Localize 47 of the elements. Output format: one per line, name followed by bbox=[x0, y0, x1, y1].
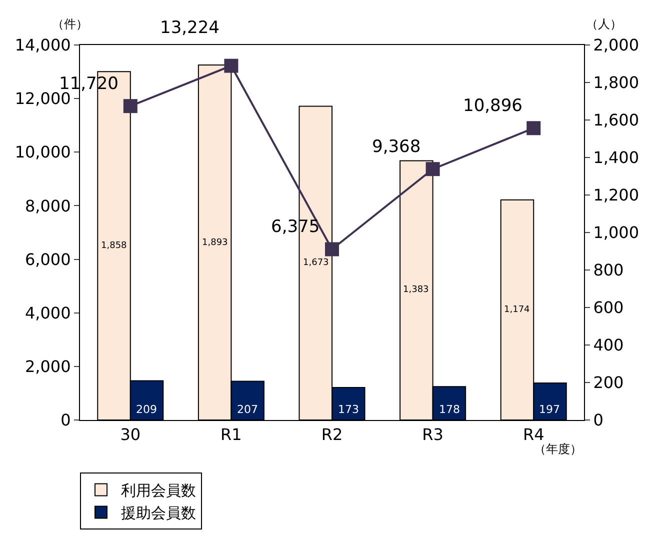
y2-tick-label: 1,800 bbox=[593, 73, 640, 92]
y2-tick-label: 1,400 bbox=[593, 148, 640, 168]
data-label: 9,368 bbox=[372, 137, 421, 157]
data-label: 13,224 bbox=[160, 18, 220, 38]
y-tick-label: 10,000 bbox=[14, 142, 71, 162]
data-label: 1,893 bbox=[202, 238, 228, 248]
y-tick-label: 6,000 bbox=[24, 250, 71, 269]
y-axis-title: （件） bbox=[52, 17, 88, 31]
y-tick-label: 0 bbox=[60, 410, 71, 430]
point bbox=[224, 58, 238, 73]
y2-tick-label: 0 bbox=[593, 410, 604, 430]
y-tick-label: 2,000 bbox=[24, 357, 71, 376]
point bbox=[325, 242, 339, 256]
y-tick-label: 14,000 bbox=[14, 36, 71, 55]
point bbox=[526, 121, 541, 136]
data-label: 173 bbox=[338, 403, 359, 416]
y-tick-label: 8,000 bbox=[24, 196, 71, 216]
y2-tick-label: 600 bbox=[593, 298, 624, 318]
data-label: 1,858 bbox=[101, 241, 128, 251]
y2-tick-label: 400 bbox=[593, 336, 624, 355]
data-label: 178 bbox=[439, 403, 460, 416]
point bbox=[426, 162, 440, 176]
data-label: 10,896 bbox=[463, 96, 522, 116]
data-label: 1,174 bbox=[504, 305, 530, 315]
y2-tick-label: 800 bbox=[593, 260, 624, 280]
y2-tick-label: 1,200 bbox=[593, 186, 640, 205]
data-label: 1,673 bbox=[303, 258, 329, 268]
y2-axis-title: （人） bbox=[586, 17, 622, 31]
data-label: 197 bbox=[539, 403, 560, 416]
legend-label: 利用会員数 bbox=[121, 482, 196, 500]
x-tick-label: R3 bbox=[422, 425, 444, 444]
y2-tick-label: 200 bbox=[593, 373, 624, 392]
x-tick-label: R4 bbox=[522, 425, 544, 444]
x-tick-label: R2 bbox=[321, 425, 343, 444]
data-label: 1,383 bbox=[403, 285, 429, 295]
point bbox=[123, 99, 138, 114]
x-tick-label: R1 bbox=[220, 425, 242, 444]
x-tick-label: 30 bbox=[120, 425, 141, 444]
y-tick-label: 4,000 bbox=[24, 303, 71, 322]
legend-label: 援助会員数 bbox=[121, 504, 196, 522]
y2-tick-label: 2,000 bbox=[593, 36, 640, 55]
data-label: 209 bbox=[136, 403, 157, 416]
y2-tick-label: 1,000 bbox=[593, 223, 640, 242]
data-label: 207 bbox=[237, 403, 258, 416]
x-axis-title: （年度） bbox=[534, 442, 582, 456]
y-tick-label: 12,000 bbox=[14, 89, 71, 108]
y2-tick-label: 1,600 bbox=[593, 110, 640, 130]
